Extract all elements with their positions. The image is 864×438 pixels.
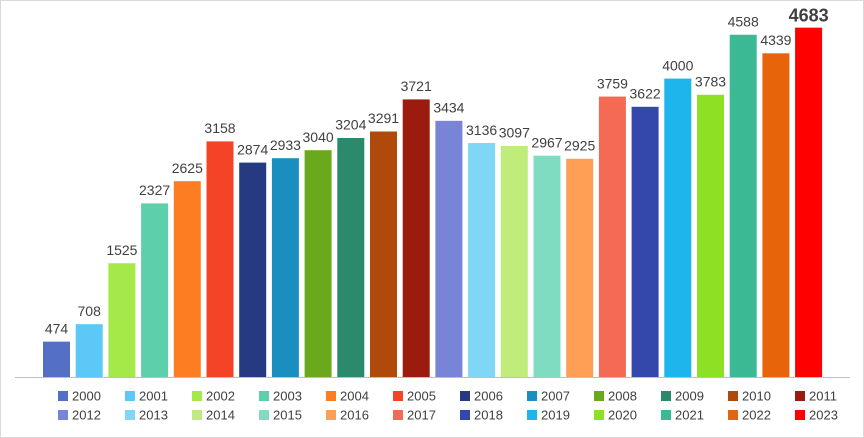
value-label: 3759: [597, 75, 628, 91]
legend-swatch: [527, 410, 537, 420]
legend-label: 2011: [809, 388, 837, 403]
bar: [795, 27, 823, 378]
legend-label: 2021: [675, 407, 704, 422]
value-label: 1525: [106, 242, 137, 258]
value-label: 474: [45, 320, 69, 336]
legend-label: 2000: [72, 388, 101, 403]
value-label: 2933: [270, 137, 301, 153]
bar: [271, 158, 299, 377]
bar: [598, 96, 626, 377]
legend-label: 2009: [675, 388, 704, 403]
legend-swatch: [192, 391, 202, 401]
legend-swatch: [326, 391, 336, 401]
legend-label: 2002: [206, 388, 235, 403]
legend-swatch: [795, 391, 805, 401]
bar: [697, 94, 724, 377]
value-label: 3204: [335, 117, 366, 133]
legend-label: 2012: [72, 407, 101, 422]
value-label: 4000: [662, 57, 693, 73]
legend-swatch: [393, 391, 403, 401]
legend-swatch: [58, 410, 68, 420]
legend-swatch: [259, 410, 269, 420]
value-label: 2925: [564, 137, 595, 153]
value-label: 3158: [204, 120, 235, 136]
legend-label: 2003: [273, 388, 302, 403]
legend-swatch: [594, 391, 604, 401]
value-label: 3721: [401, 78, 432, 94]
bar: [631, 106, 659, 377]
legend-swatch: [594, 410, 604, 420]
legend-label: 2014: [206, 407, 235, 422]
value-label: 3136: [466, 122, 497, 138]
bar: [533, 155, 561, 377]
bar: [762, 53, 790, 377]
legend-label: 2007: [541, 388, 570, 403]
legend-swatch: [661, 410, 671, 420]
value-label: 4683: [789, 5, 829, 25]
value-label: 2874: [237, 141, 268, 157]
value-label: 2967: [531, 134, 562, 150]
value-label: 4339: [760, 32, 791, 48]
legend-label: 2015: [273, 407, 302, 422]
legend-label: 2004: [340, 388, 369, 403]
value-label: 708: [78, 303, 102, 319]
bar: [500, 145, 528, 377]
legend-swatch: [460, 391, 470, 401]
bar: [337, 137, 365, 377]
value-label: 3040: [303, 129, 334, 145]
legend-swatch: [460, 410, 470, 420]
legend-label: 2016: [340, 407, 369, 422]
legend-label: 2008: [608, 388, 637, 403]
bar: [468, 143, 496, 377]
legend-swatch: [58, 391, 68, 401]
legend-swatch: [728, 410, 738, 420]
legend-swatch: [326, 410, 336, 420]
legend-swatch: [728, 391, 738, 401]
bar: [43, 341, 70, 377]
legend-label: 2006: [474, 388, 503, 403]
bar: [75, 324, 103, 377]
legend-swatch: [192, 410, 202, 420]
bar: [141, 203, 169, 377]
bar: [239, 162, 267, 377]
legend-label: 2023: [809, 407, 838, 422]
value-label: 2625: [172, 160, 203, 176]
value-label: 3783: [695, 73, 726, 89]
value-label: 3622: [630, 86, 661, 102]
legend-label: 2018: [474, 407, 503, 422]
value-label: 2327: [139, 182, 170, 198]
bar: [402, 99, 430, 378]
legend-swatch: [125, 410, 135, 420]
value-label: 3097: [499, 125, 530, 141]
value-label: 3434: [433, 100, 464, 116]
legend-swatch: [795, 410, 805, 420]
bar: [664, 78, 692, 377]
bar: [108, 263, 136, 377]
legend-label: 2020: [608, 407, 637, 422]
legend-label: 2013: [139, 407, 168, 422]
legend-swatch: [527, 391, 537, 401]
legend-swatch: [393, 410, 403, 420]
legend-label: 2017: [407, 407, 436, 422]
legend-label: 2019: [541, 407, 570, 422]
bar: [566, 158, 594, 377]
bar: [729, 34, 757, 377]
bar: [173, 181, 201, 377]
legend-label: 2010: [742, 388, 771, 403]
value-label: 4588: [728, 13, 759, 29]
bar: [370, 131, 397, 377]
legend-label: 2001: [139, 388, 168, 403]
legend-swatch: [661, 391, 671, 401]
legend-label: 2022: [742, 407, 771, 422]
value-label: 3291: [368, 110, 399, 126]
legend-label: 2005: [407, 388, 436, 403]
legend-swatch: [259, 391, 269, 401]
bar: [435, 120, 463, 377]
bar: [206, 141, 234, 377]
bar: [304, 150, 332, 377]
legend-swatch: [125, 391, 135, 401]
